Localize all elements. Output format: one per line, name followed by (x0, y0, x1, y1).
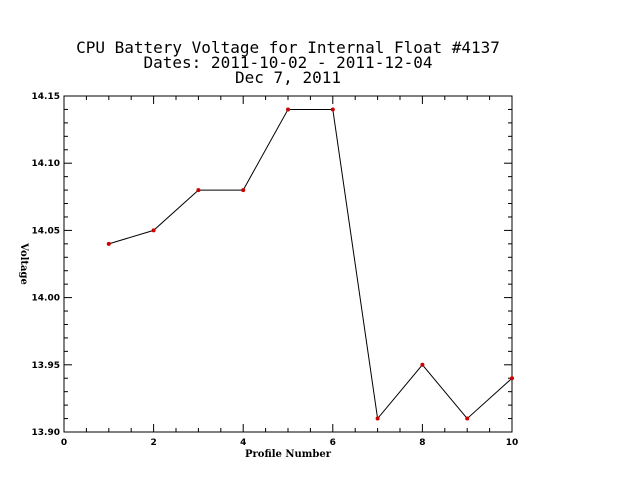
y-tick-label: 14.15 (32, 92, 60, 102)
data-point (106, 241, 111, 246)
chart-title-line-2: Dates: 2011-10-02 - 2011-12-04 (144, 53, 433, 72)
chart-title-line-1: CPU Battery Voltage for Internal Float #… (76, 38, 500, 57)
data-point (330, 107, 335, 112)
y-axis-label: Voltage (18, 242, 29, 285)
series-line (108, 108, 513, 420)
data-point (465, 416, 470, 421)
x-tick-label: 0 (61, 438, 67, 448)
y-tick-label: 13.95 (32, 361, 60, 371)
chart-title-line-3: Dec 7, 2011 (235, 68, 341, 87)
data-point (196, 188, 201, 193)
y-axis-ticks: 13.90 13.95 14.00 14.05 14.10 14.15 (32, 92, 512, 438)
y-tick-label: 13.90 (32, 428, 60, 438)
x-tick-label: 8 (419, 438, 425, 448)
data-point (420, 362, 425, 367)
data-point (241, 188, 246, 193)
data-point (510, 376, 514, 381)
data-point (151, 228, 156, 233)
x-tick-label: 2 (150, 438, 156, 448)
x-tick-label: 10 (506, 438, 519, 448)
x-axis-label: Profile Number (245, 449, 332, 460)
y-tick-label: 14.10 (32, 159, 60, 169)
data-point (375, 416, 380, 421)
x-tick-label: 6 (330, 438, 336, 448)
plot-frame (63, 95, 513, 433)
x-axis-ticks: 0 2 4 6 8 10 (61, 96, 518, 448)
voltage-series (106, 107, 514, 421)
y-tick-label: 14.00 (32, 294, 60, 304)
data-point (286, 107, 290, 112)
x-tick-label: 4 (240, 438, 246, 448)
y-tick-label: 14.05 (32, 226, 60, 236)
